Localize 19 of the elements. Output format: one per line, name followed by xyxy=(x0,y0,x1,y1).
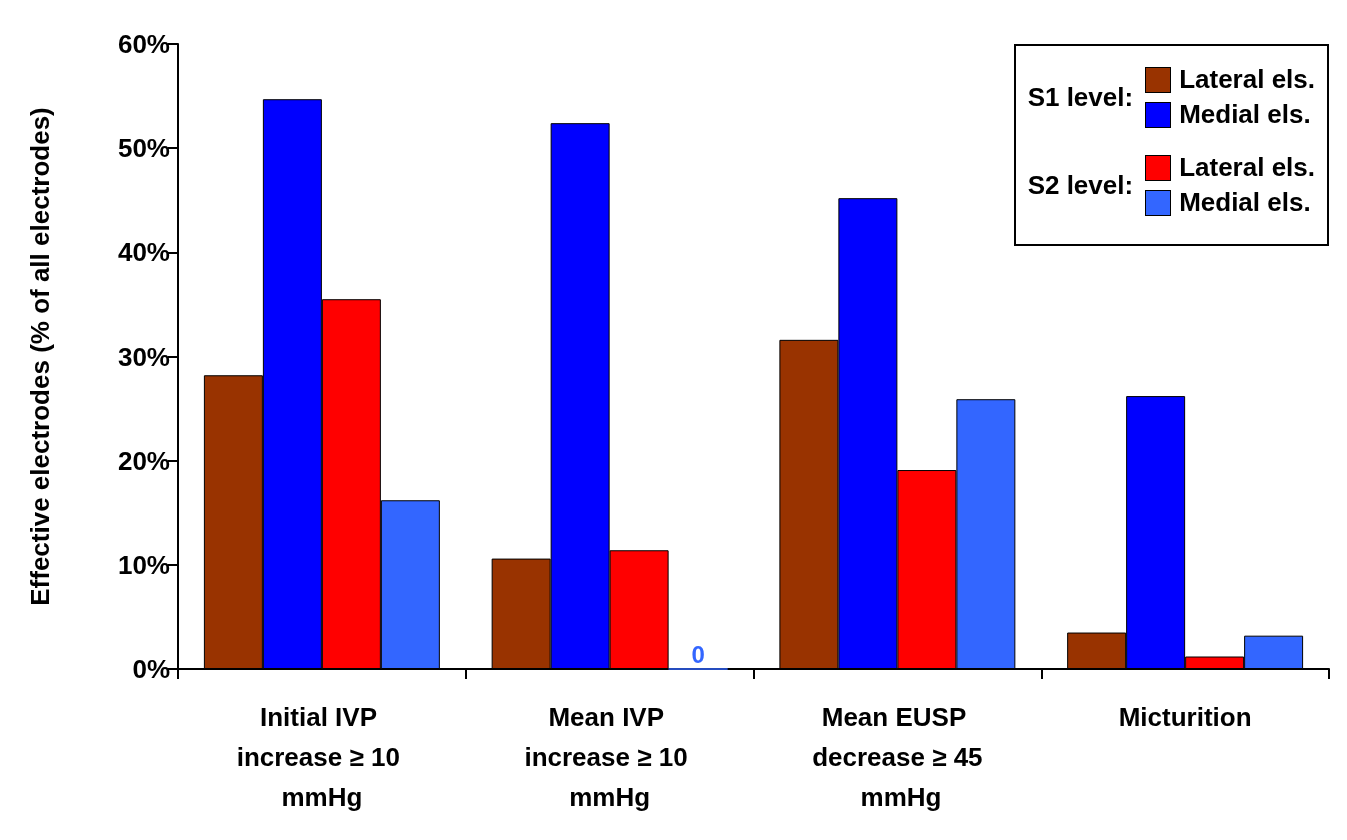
y-tick-label: 60% xyxy=(117,29,170,59)
legend-label: Lateral els. xyxy=(1179,64,1315,95)
y-tick-label: 30% xyxy=(117,341,170,372)
y-tick-label: 20% xyxy=(117,445,170,476)
y-tick-label: 50% xyxy=(117,133,170,164)
legend-label: Medial els. xyxy=(1179,187,1311,218)
x-tick-label: Initial IVP increase ≥ 10 mmHg xyxy=(236,702,408,812)
annotation: S2 level: xyxy=(1027,169,1134,201)
legend-label: Lateral els. xyxy=(1179,152,1315,183)
x-tick-label: Mean IVP increase ≥ 10 mmHg xyxy=(524,702,695,812)
x-tick-label: Mean EUSP decrease ≥ 45 mmHg xyxy=(812,702,983,812)
x-tick-label: Micturition xyxy=(1118,702,1252,732)
y-tick-label: 0% xyxy=(132,654,170,684)
y-axis-title: Effective electrodes (% of all electrodes) xyxy=(25,107,55,606)
y-tick-label: 10% xyxy=(117,549,170,580)
legend-label: Medial els. xyxy=(1179,99,1311,130)
y-tick-label: 40% xyxy=(117,237,170,268)
annotation: S1 level: xyxy=(1027,81,1134,113)
data-label: 0 xyxy=(691,641,705,668)
